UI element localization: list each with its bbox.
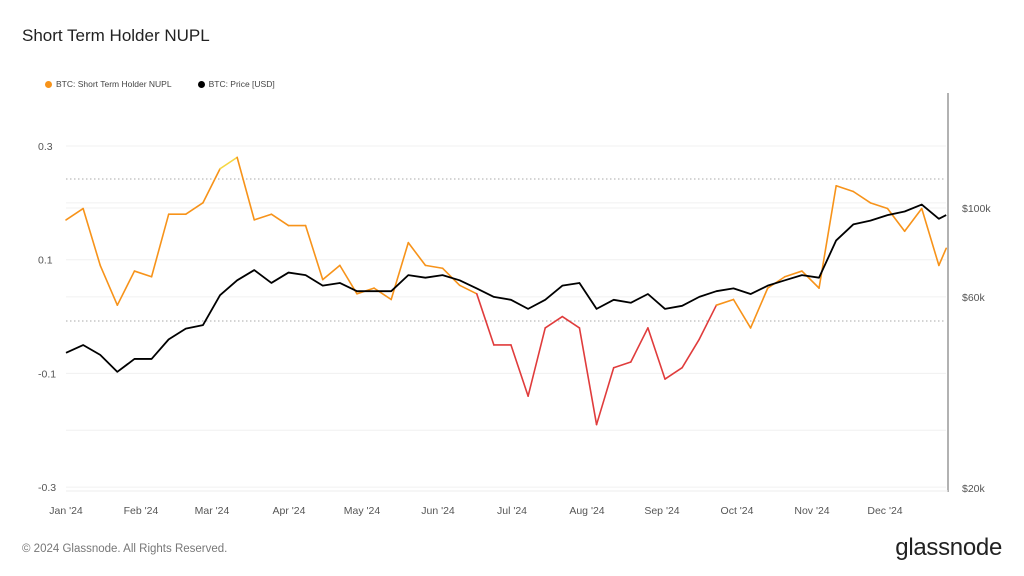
- x-tick-label: Apr '24: [273, 505, 306, 517]
- x-tick-label: May '24: [344, 505, 381, 517]
- y-right-tick-label: $100k: [962, 203, 991, 215]
- y-left-tick-label: 0.1: [38, 255, 53, 267]
- legend-label: BTC: Short Term Holder NUPL: [56, 79, 172, 89]
- nupl-line-segment: [784, 270, 803, 278]
- x-tick-label: Jun '24: [421, 505, 455, 517]
- nupl-line-segment: [732, 298, 752, 329]
- nupl-line-segment: [647, 327, 666, 380]
- legend-dot-icon: [197, 80, 205, 88]
- x-tick-label: Aug '24: [569, 505, 604, 517]
- nupl-line-segment: [698, 304, 718, 341]
- legend-label: BTC: Price [USD]: [208, 79, 275, 89]
- nupl-line-segment: [202, 167, 221, 204]
- x-tick-label: Jul '24: [497, 505, 527, 517]
- nupl-line-segment: [938, 247, 948, 267]
- nupl-line-segment: [82, 207, 102, 267]
- nupl-line-segment: [236, 156, 256, 221]
- chart-title: Short Term Holder NUPL: [22, 26, 210, 45]
- nupl-line-segment: [664, 366, 683, 380]
- nupl-line-segment: [441, 267, 461, 287]
- nupl-line-segment: [612, 361, 632, 369]
- nupl-line-segment: [715, 298, 735, 306]
- nupl-line-segment: [852, 190, 872, 204]
- legend-item-price[interactable]: BTC: Price [USD]: [197, 79, 275, 89]
- nupl-line-segment: [65, 207, 84, 221]
- nupl-line-segment: [595, 366, 615, 426]
- nupl-line-segment: [629, 327, 649, 363]
- nupl-line-segment: [903, 207, 923, 233]
- legend-dot-icon: [45, 80, 52, 88]
- x-tick-label: Feb '24: [124, 505, 159, 517]
- nupl-line-segment: [561, 315, 581, 329]
- nupl-line-segment: [321, 264, 341, 281]
- nupl-line-segment: [373, 287, 392, 301]
- glassnode-logo: glassnode: [895, 534, 1002, 561]
- nupl-line-segment: [544, 315, 564, 329]
- x-tick-label: Sep '24: [644, 505, 679, 517]
- nupl-line-segment: [424, 264, 444, 270]
- y-left-tick-label: 0.3: [38, 141, 53, 153]
- legend: BTC: Short Term Holder NUPL BTC: Price […: [45, 79, 275, 89]
- nupl-line-segment: [407, 241, 427, 267]
- price-line: [65, 203, 947, 373]
- nupl-line-segment: [253, 213, 273, 221]
- y-left-tick-label: -0.3: [38, 482, 56, 494]
- nupl-line-segment: [475, 293, 495, 346]
- nupl-line-segment: [681, 338, 701, 369]
- nupl-line-segment: [133, 270, 153, 278]
- nupl-line-segment: [835, 184, 855, 193]
- nupl-line-segment: [304, 224, 324, 281]
- y-right-tick-label: $20k: [962, 483, 986, 495]
- x-tick-label: Mar '24: [195, 505, 230, 517]
- nupl-line-segment: [801, 270, 820, 289]
- nupl-line-segment: [458, 284, 478, 295]
- nupl-line-segment: [510, 344, 529, 397]
- nupl-line-segment: [99, 264, 119, 306]
- nupl-line-segment: [920, 207, 940, 267]
- nupl-line-segment: [116, 270, 136, 306]
- nupl-line-segment: [869, 202, 889, 210]
- nupl-line-segment: [270, 213, 290, 227]
- nupl-line-segment: [219, 156, 238, 170]
- nupl-line-segment: [886, 207, 906, 233]
- legend-item-nupl[interactable]: BTC: Short Term Holder NUPL: [45, 79, 172, 89]
- nupl-line-segment: [578, 327, 598, 426]
- copyright: © 2024 Glassnode. All Rights Reserved.: [22, 543, 228, 555]
- y-left-tick-label: -0.1: [38, 368, 56, 380]
- nupl-line-segment: [527, 327, 547, 397]
- x-tick-label: Dec '24: [867, 505, 902, 517]
- x-tick-label: Nov '24: [794, 505, 829, 517]
- nupl-line-segment: [390, 241, 410, 301]
- nupl-line-segment: [749, 287, 769, 329]
- x-tick-label: Oct '24: [721, 505, 754, 517]
- x-tick-label: Jan '24: [49, 505, 83, 517]
- y-right-tick-label: $60k: [962, 292, 986, 304]
- nupl-line-segment: [185, 202, 204, 216]
- nupl-line-segment: [150, 213, 170, 278]
